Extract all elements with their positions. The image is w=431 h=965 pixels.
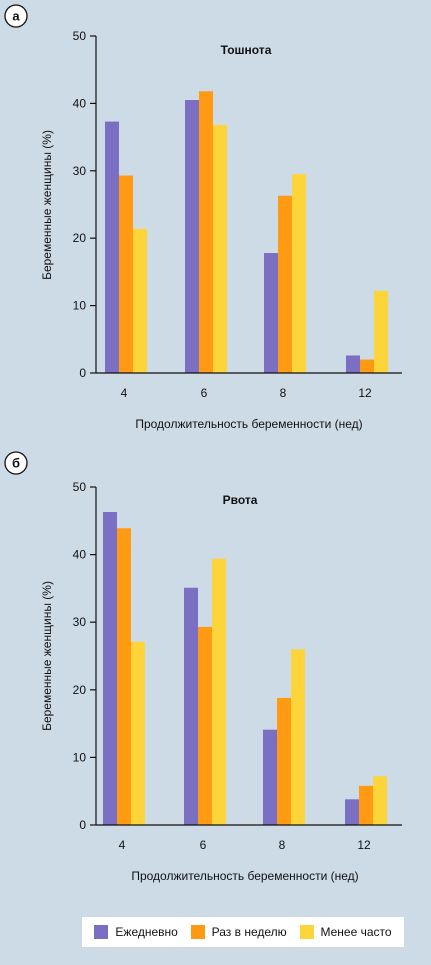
bar-Менее часто-6: [213, 124, 227, 373]
x-tick-label: 6: [201, 386, 208, 400]
x-axis-title: Продолжительность беременности (нед): [135, 417, 362, 431]
bar-Ежедневно-4: [105, 121, 119, 374]
axes-group: 0 10 20 30 40 50 4 6 8 12: [73, 480, 402, 852]
legend-item-daily: Ежедневно: [94, 925, 178, 939]
bar-Менее часто-6: [212, 558, 226, 825]
bar-Ежедневно-6: [184, 587, 198, 825]
bar-Раз в неделю-6: [198, 626, 212, 825]
panel-badge-a-label: а: [12, 9, 20, 24]
legend-label-daily: Ежедневно: [115, 925, 178, 939]
y-tick-label: 30: [73, 615, 87, 629]
bar-Раз в неделю-6: [199, 91, 213, 373]
bar-Раз в неделю-4: [117, 528, 131, 825]
chart-title: Тошнота: [221, 43, 272, 57]
x-tick-label: 4: [121, 386, 128, 400]
x-axis-title: Продолжительность беременности (нед): [131, 869, 358, 883]
bar-Менее часто-12: [374, 290, 388, 373]
panel-badge-a: [4, 4, 28, 28]
legend-item-weekly: Раз в неделю: [190, 925, 287, 939]
bars-group: [103, 512, 387, 825]
bar-Ежедневно-8: [264, 253, 278, 373]
bar-Ежедневно-6: [185, 100, 199, 373]
y-tick-label: 20: [73, 231, 87, 245]
y-tick-label: 10: [73, 750, 87, 764]
x-tick-label: 12: [358, 386, 372, 400]
y-tick-label: 20: [73, 683, 87, 697]
bar-Ежедневно-8: [263, 729, 277, 825]
y-tick-label: 0: [79, 366, 86, 380]
y-tick-label: 40: [73, 96, 87, 110]
y-tick-label: 40: [73, 548, 87, 562]
y-tick-label: 30: [73, 164, 87, 178]
bars-group: [105, 91, 388, 374]
bar-Раз в неделю-8: [277, 697, 291, 825]
legend-label-weekly: Раз в неделю: [211, 925, 287, 939]
legend: Ежедневно Раз в неделю Менее часто: [82, 917, 404, 947]
y-tick-label: 10: [73, 299, 87, 313]
chart-panel-b: б Рвота Беременные женщины (%) Продолжит…: [4, 451, 402, 883]
legend-item-less: Менее часто: [299, 925, 392, 939]
legend-swatch-daily: [94, 925, 109, 939]
bar-Ежедневно-12: [345, 799, 359, 825]
bar-Ежедневно-12: [346, 355, 360, 373]
bar-Менее часто-4: [131, 641, 145, 825]
bar-Менее часто-4: [133, 228, 147, 373]
x-tick-label: 8: [279, 838, 286, 852]
x-tick-label: 8: [280, 386, 287, 400]
legend-swatch-weekly: [190, 925, 205, 939]
y-tick-label: 50: [73, 480, 87, 494]
panel-badge-b: [4, 451, 28, 475]
bar-Менее часто-12: [373, 776, 387, 825]
y-tick-label: 50: [73, 29, 87, 43]
panel-badge-b-label: б: [12, 456, 20, 471]
x-tick-label: 6: [200, 838, 207, 852]
bar-Менее часто-8: [292, 174, 306, 373]
x-tick-label: 4: [119, 838, 126, 852]
bar-Менее часто-8: [291, 649, 305, 825]
axes-group: 0 10 20 30 40 50 4 6 8 12: [73, 29, 402, 400]
y-axis-title: Беременные женщины (%): [40, 130, 54, 280]
bar-Раз в неделю-12: [360, 359, 374, 373]
legend-swatch-less: [299, 925, 314, 939]
bar-Раз в неделю-4: [119, 175, 133, 373]
legend-label-less: Менее часто: [320, 925, 392, 939]
bar-Ежедневно-4: [103, 512, 117, 825]
chart-title: Рвота: [223, 493, 258, 507]
y-tick-label: 0: [79, 818, 86, 832]
y-axis-title: Беременные женщины (%): [40, 581, 54, 731]
x-tick-label: 12: [357, 838, 371, 852]
chart-panel-a: а Тошнота Беременные женщины (%) Продолж…: [4, 4, 402, 431]
bar-Раз в неделю-12: [359, 785, 373, 825]
bar-Раз в неделю-8: [278, 195, 292, 373]
